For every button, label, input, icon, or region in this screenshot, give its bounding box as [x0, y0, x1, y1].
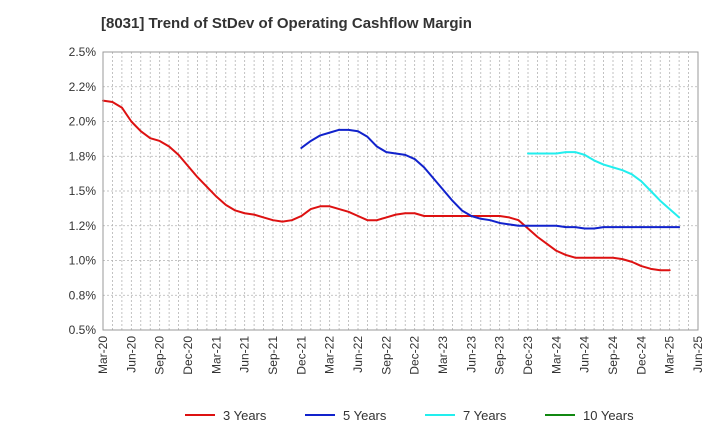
x-tick: Dec-23: [521, 336, 535, 375]
x-tick-label: Mar-25: [663, 336, 677, 374]
x-tick: Mar-21: [209, 336, 223, 374]
x-tick: Sep-20: [153, 336, 167, 375]
x-tick: Mar-25: [663, 336, 677, 374]
x-tick: Jun-24: [578, 336, 592, 373]
x-tick-label: Mar-24: [549, 336, 563, 374]
x-tick: Sep-23: [493, 336, 507, 375]
x-tick-label: Mar-23: [436, 336, 450, 374]
x-tick-label: Jun-20: [124, 336, 138, 373]
grid: [103, 52, 698, 330]
x-tick: Sep-24: [606, 336, 620, 375]
x-tick: Sep-21: [266, 336, 280, 375]
y-tick-label: 1.5%: [69, 184, 97, 198]
series-lines: [102, 99, 681, 272]
series-line-5-years: [300, 128, 681, 230]
x-tick: Mar-20: [96, 336, 110, 374]
x-tick: Jun-22: [351, 336, 365, 373]
x-axis-ticks: Mar-20 Jun-20 Sep-20 Dec-20 Mar-21 Jun-21 Sep-…: [96, 336, 705, 375]
legend-label-5-years: 5 Years: [343, 408, 387, 423]
x-tick-label: Dec-24: [634, 336, 648, 375]
x-tick: Mar-23: [436, 336, 450, 374]
y-axis-ticks: 0.5% 0.8% 1.0% 1.2% 1.5% 1.8% 2.0% 2.2% 2.5%: [69, 45, 97, 337]
x-tick: Jun-21: [238, 336, 252, 373]
series-line-3-years: [102, 99, 671, 272]
x-tick: Dec-21: [294, 336, 308, 375]
x-tick: Sep-22: [379, 336, 393, 375]
y-tick-label: 2.5%: [69, 45, 97, 59]
series-line-7-years: [527, 151, 681, 219]
x-tick-label: Mar-20: [96, 336, 110, 374]
x-tick-label: Sep-23: [493, 336, 507, 375]
x-tick: Jun-20: [124, 336, 138, 373]
x-tick-label: Jun-25: [691, 336, 705, 373]
y-tick-label: 1.2%: [69, 219, 97, 233]
x-tick: Jun-25: [691, 336, 705, 373]
y-tick-label: 1.0%: [69, 254, 97, 268]
legend: 3 Years 5 Years 7 Years 10 Years: [185, 408, 634, 423]
x-tick: Dec-22: [408, 336, 422, 375]
x-tick-label: Jun-23: [464, 336, 478, 373]
plot-area-frame: [102, 51, 699, 331]
x-tick-label: Dec-20: [181, 336, 195, 375]
legend-label-3-years: 3 Years: [223, 408, 267, 423]
x-tick-label: Mar-22: [323, 336, 337, 374]
x-tick-label: Sep-21: [266, 336, 280, 375]
x-tick-label: Dec-23: [521, 336, 535, 375]
x-tick-label: Jun-21: [238, 336, 252, 373]
x-tick-label: Dec-21: [294, 336, 308, 375]
x-tick-label: Sep-22: [379, 336, 393, 375]
y-tick-label: 1.8%: [69, 149, 97, 163]
x-tick: Jun-23: [464, 336, 478, 373]
x-tick-label: Sep-24: [606, 336, 620, 375]
x-tick: Dec-20: [181, 336, 195, 375]
x-tick-label: Jun-24: [578, 336, 592, 373]
x-tick-label: Mar-21: [209, 336, 223, 374]
chart-title: [8031] Trend of StDev of Operating Cashf…: [101, 15, 472, 32]
y-tick-label: 0.8%: [69, 288, 97, 302]
legend-label-7-years: 7 Years: [463, 408, 507, 423]
y-tick-label: 2.2%: [69, 80, 97, 94]
x-tick-label: Sep-20: [153, 336, 167, 375]
x-tick-label: Dec-22: [408, 336, 422, 375]
y-tick-label: 0.5%: [69, 323, 97, 337]
legend-label-10-years: 10 Years: [583, 408, 634, 423]
x-tick: Mar-24: [549, 336, 563, 374]
x-tick: Mar-22: [323, 336, 337, 374]
x-tick: Dec-24: [634, 336, 648, 375]
y-tick-label: 2.0%: [69, 115, 97, 129]
x-tick-label: Jun-22: [351, 336, 365, 373]
